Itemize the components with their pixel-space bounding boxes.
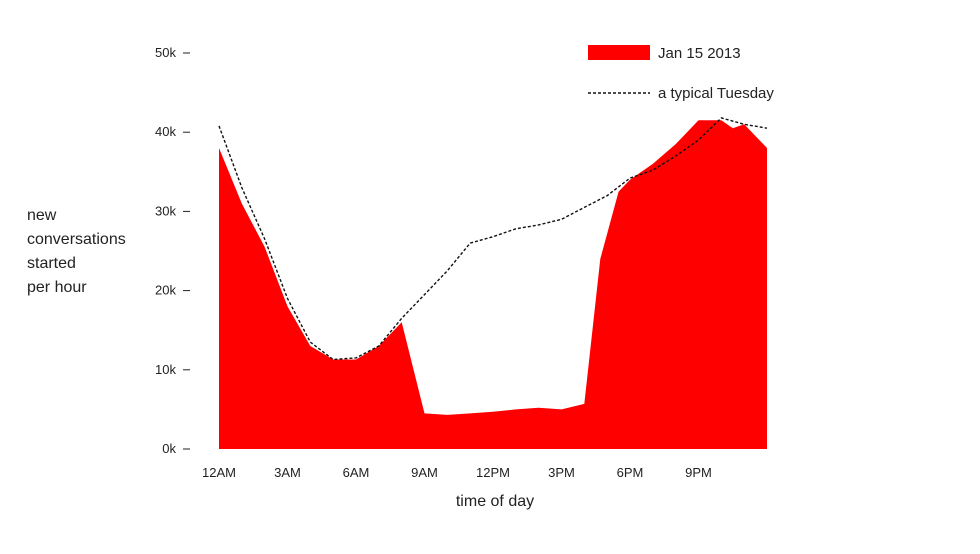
x-tick-label: 12PM: [476, 465, 510, 480]
x-tick-label: 12AM: [202, 465, 236, 480]
x-tick-label: 3AM: [274, 465, 301, 480]
x-tick-label: 9AM: [411, 465, 438, 480]
x-tick-label: 6PM: [617, 465, 644, 480]
y-axis-title-line: new: [27, 207, 57, 224]
y-tick-label: 30k: [155, 203, 176, 218]
y-axis-title-line: per hour: [27, 279, 87, 296]
y-axis-title-line: conversations: [27, 231, 126, 248]
legend: Jan 15 2013 a typical Tuesday: [588, 45, 774, 102]
legend-label-jan15: Jan 15 2013: [658, 45, 741, 62]
y-tick-label: 40k: [155, 124, 176, 139]
x-tick-label: 6AM: [343, 465, 370, 480]
x-tick-label: 3PM: [548, 465, 575, 480]
y-tick-label: 0k: [162, 441, 176, 456]
x-axis: 12AM 3AM 6AM 9AM 12PM 3PM 6PM 9PM: [202, 465, 712, 480]
y-axis-title-line: started: [27, 255, 76, 272]
y-tick-label: 10k: [155, 362, 176, 377]
x-axis-title: time of day: [456, 493, 534, 510]
series-area-jan-15-2013: [219, 120, 767, 450]
legend-swatch-area: [588, 45, 650, 60]
y-tick-label: 20k: [155, 283, 176, 298]
series-line-typical-tuesday: [218, 117, 768, 361]
y-axis: 0k 10k 20k 30k 40k 50k: [155, 45, 190, 456]
area-layer: [219, 120, 767, 450]
y-tick-label: 50k: [155, 45, 176, 60]
y-axis-title: new conversations started per hour: [27, 207, 126, 296]
line-layer: [218, 117, 768, 361]
x-tick-label: 9PM: [685, 465, 712, 480]
legend-label-typical-tuesday: a typical Tuesday: [658, 85, 774, 102]
